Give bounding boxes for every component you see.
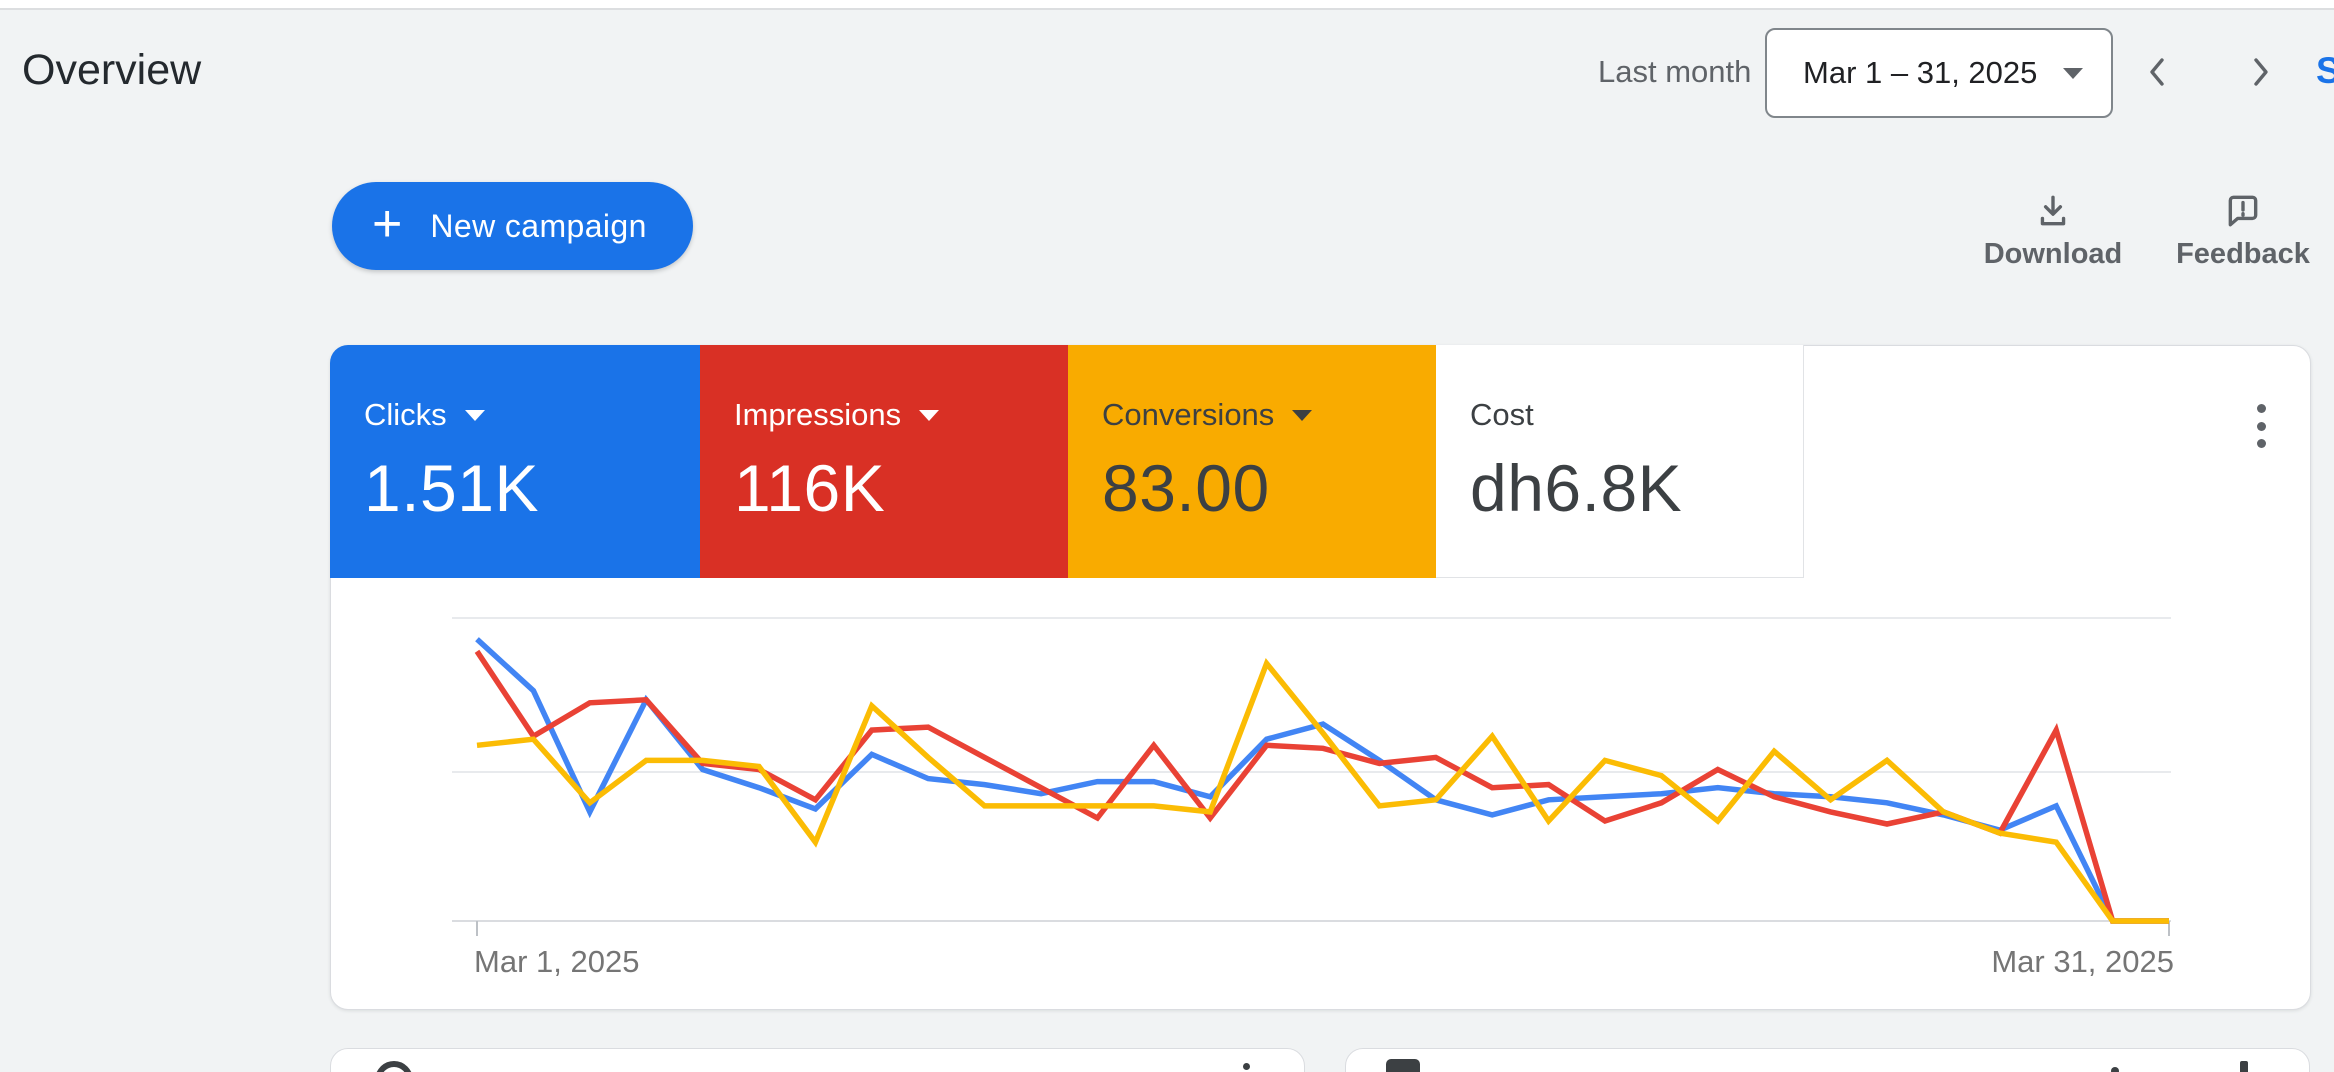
- metric-tile-cost: Cost dh6.8K: [1436, 345, 1804, 578]
- next-period-button[interactable]: [2240, 52, 2280, 92]
- feedback-icon: [2228, 195, 2258, 227]
- metric-label: Clicks: [364, 397, 447, 432]
- card-overflow-menu-button[interactable]: [2239, 402, 2283, 450]
- plus-icon: +: [372, 194, 403, 253]
- chevron-right-icon: [2254, 58, 2268, 86]
- x-axis-start-label: Mar 1, 2025: [474, 944, 640, 979]
- chevron-left-icon: [2150, 58, 2164, 86]
- download-button[interactable]: Download: [1968, 192, 2138, 271]
- download-label: Download: [1983, 238, 2123, 270]
- line-series-clicks: [475, 637, 2169, 924]
- metric-value: 116K: [734, 451, 886, 525]
- kebab-icon: [2256, 404, 2266, 413]
- x-axis-end-label: Mar 31, 2025: [1991, 944, 2174, 979]
- metric-tiles: Clicks 1.51K Impressions 116K Conversion…: [330, 345, 1804, 578]
- campaigns-icon: [1386, 1059, 1420, 1072]
- bottom-card-right: [1345, 1048, 2310, 1072]
- chevron-down-icon: [2063, 67, 2083, 79]
- metric-value: 83.00: [1102, 451, 1270, 525]
- metric-tile-clicks[interactable]: Clicks 1.51K: [330, 345, 700, 578]
- chevron-down-icon: [464, 409, 485, 421]
- metric-tile-impressions[interactable]: Impressions 116K: [700, 345, 1068, 578]
- page-title: Overview: [22, 46, 202, 94]
- metric-label: Cost: [1470, 397, 1534, 432]
- edit-icon[interactable]: [2240, 1061, 2248, 1072]
- metric-value: dh6.8K: [1470, 451, 1683, 525]
- new-campaign-button[interactable]: + New campaign: [332, 182, 693, 270]
- performance-summary-card: Clicks 1.51K Impressions 116K Conversion…: [330, 345, 2311, 1010]
- feedback-label: Feedback: [2176, 238, 2310, 270]
- kebab-icon[interactable]: [1243, 1063, 1250, 1070]
- metric-tile-conversions[interactable]: Conversions 83.00: [1068, 345, 1436, 578]
- metric-label: Impressions: [734, 397, 902, 432]
- performance-line-chart: [452, 617, 2171, 936]
- chevron-down-icon: [919, 409, 940, 421]
- line-series-conversions: [476, 657, 2169, 924]
- metric-label: Conversions: [1102, 397, 1275, 432]
- download-icon: [2040, 195, 2066, 226]
- date-range-value: Mar 1 – 31, 2025: [1803, 55, 2038, 90]
- top-divider: [0, 0, 2334, 10]
- chevron-down-icon: [1292, 409, 1313, 421]
- new-campaign-label: New campaign: [430, 207, 647, 244]
- date-range-picker[interactable]: Mar 1 – 31, 2025: [1765, 28, 2113, 118]
- feedback-button[interactable]: Feedback: [2158, 192, 2328, 271]
- clipped-link-text[interactable]: S: [2316, 50, 2334, 91]
- person-icon: [375, 1061, 413, 1072]
- bottom-card-left: [330, 1048, 1305, 1072]
- info-icon: [2111, 1067, 2119, 1072]
- previous-period-button[interactable]: [2138, 52, 2178, 92]
- date-range-preset-label: Last month: [1598, 54, 1752, 89]
- metric-value: 1.51K: [364, 451, 539, 525]
